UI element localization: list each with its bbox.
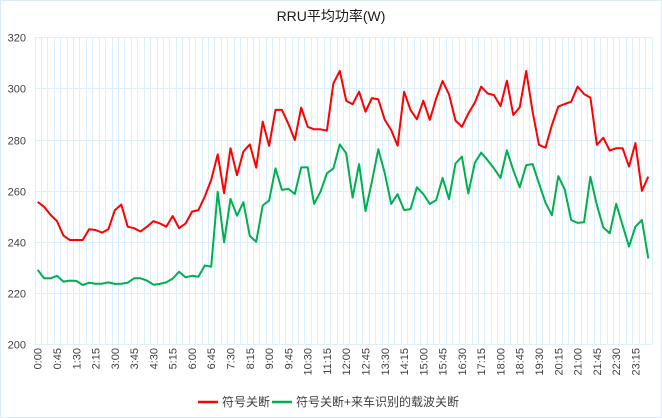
x-tick-label: 5:15: [168, 348, 180, 369]
x-tick-label: 2:15: [91, 348, 103, 369]
x-tick-label: 9:45: [283, 348, 295, 369]
y-tick-label: 280: [8, 136, 26, 148]
x-tick-label: 14:15: [399, 348, 411, 376]
legend-label-series-1: 符号关断: [222, 394, 270, 409]
y-tick-label: 200: [8, 340, 26, 352]
x-tick-label: 19:30: [534, 348, 546, 376]
y-tick-label: 220: [8, 289, 26, 301]
x-tick-label: 12:00: [341, 348, 353, 376]
x-axis: 0:00 0:45 1:30 2:15 3:00 3:45 4:30 5:15 6:00 6:45…: [33, 348, 643, 376]
legend: 符号关断 符号关断+来车识别的载波关断: [198, 394, 459, 409]
series-line-1: [37, 70, 650, 241]
x-tick-label: 6:00: [187, 348, 199, 369]
x-tick-label: 8:15: [245, 348, 257, 369]
x-tick-label: 1:30: [71, 348, 83, 369]
series-lines: [36, 70, 650, 286]
x-tick-label: 0:00: [33, 348, 45, 369]
y-tick-label: 260: [8, 187, 26, 199]
x-tick-label: 18:00: [495, 348, 507, 376]
x-tick-label: 3:45: [129, 348, 141, 369]
x-tick-label: 21:45: [592, 348, 604, 376]
gridlines: [34, 37, 653, 345]
x-tick-label: 4:30: [148, 348, 160, 369]
y-tick-label: 240: [8, 238, 26, 250]
y-tick-label: 300: [8, 84, 26, 96]
legend-label-series-2: 符号关断+来车识别的载波关断: [296, 394, 459, 409]
x-tick-label: 23:15: [630, 348, 642, 376]
x-tick-label: 15:00: [418, 348, 430, 376]
y-axis: 200 220 240 260 280 300 320: [8, 33, 26, 352]
x-tick-label: 17:15: [476, 348, 488, 376]
y-tick-label: 320: [8, 33, 26, 45]
series-line-2: [36, 143, 650, 286]
x-tick-label: 15:45: [438, 348, 450, 376]
x-tick-label: 20:15: [553, 348, 565, 376]
chart-title: RRU平均功率(W): [277, 8, 386, 24]
x-tick-label: 11:15: [322, 348, 334, 375]
x-tick-label: 18:45: [515, 348, 527, 376]
x-tick-label: 16:30: [457, 348, 469, 376]
x-tick-label: 21:00: [573, 348, 585, 376]
x-tick-label: 6:45: [206, 348, 218, 369]
x-tick-label: 3:00: [110, 348, 122, 369]
x-tick-label: 22:30: [611, 348, 623, 376]
x-tick-label: 9:00: [264, 348, 276, 369]
x-tick-label: 10:30: [303, 348, 315, 376]
x-tick-label: 12:45: [360, 348, 372, 376]
x-tick-label: 0:45: [52, 348, 64, 369]
x-tick-label: 7:30: [226, 348, 238, 369]
x-tick-label: 13:30: [380, 348, 392, 376]
